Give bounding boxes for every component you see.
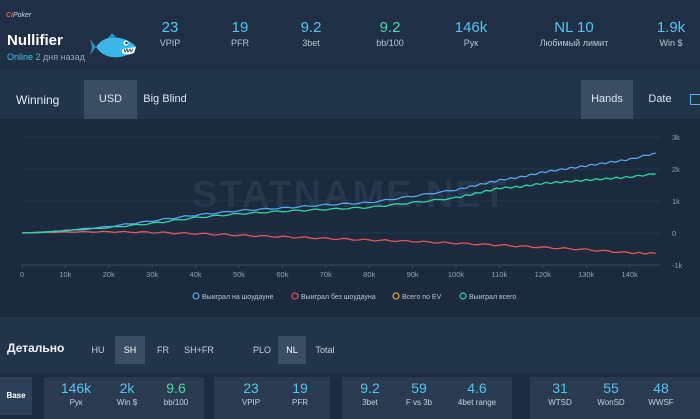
stat-card-3bet <box>342 377 512 419</box>
y-tick-label: 2k <box>672 165 680 174</box>
legend-marker[interactable] <box>291 292 299 300</box>
tab-sh[interactable]: SH <box>115 336 145 364</box>
chart-controls: Winning USD Big Blind Hands Date <box>0 80 700 119</box>
tab-fr[interactable]: FR <box>157 345 169 355</box>
x-tick-label: 100k <box>448 270 465 279</box>
series-line <box>21 152 656 234</box>
stat-card-showdown <box>530 377 700 419</box>
y-tick-label: 0 <box>672 229 676 238</box>
header-stat-hands: 146k Рук <box>454 19 488 48</box>
x-tick-label: 90k <box>407 270 419 279</box>
tab-usd[interactable]: USD <box>84 80 137 119</box>
online-label: Online <box>7 52 34 62</box>
header-stat-pfr: 19 PFR <box>231 19 249 48</box>
stat-card-results <box>44 377 204 419</box>
section-title: Winning <box>16 93 60 107</box>
bottom-stat-wwsf: 48 WWSF <box>648 380 674 407</box>
x-tick-label: 140k <box>621 270 638 279</box>
player-header: CiPoker Nullifier Online 2 дня назад 23 V… <box>0 0 700 70</box>
bottom-stat-wonsd: 55 WonSD <box>597 380 625 407</box>
tab-hands[interactable]: Hands <box>581 80 633 119</box>
fish-avatar-icon <box>90 33 136 58</box>
bottom-stat-hands: 146k Рук <box>60 380 92 407</box>
x-tick-label: 80k <box>363 270 375 279</box>
detail-title: Детально <box>7 341 65 355</box>
x-tick-label: 60k <box>276 270 288 279</box>
header-stat-3bet: 9.2 3bet <box>300 19 322 48</box>
tab-big-blind[interactable]: Big Blind <box>143 93 187 105</box>
header-stat-favorite-limit: NL 10 Любимый лимит <box>539 19 609 48</box>
header-stat-vpip: 23 VPIP <box>159 19 181 48</box>
bottom-stat-bb100: 9.6 bb/100 <box>163 380 189 407</box>
y-tick-label: 1k <box>672 197 680 206</box>
base-label: Base <box>0 377 32 415</box>
bottom-stat-fold-vs-3bet: 59 F vs 3b <box>405 380 433 407</box>
x-tick-label: 30k <box>146 270 158 279</box>
tab-hu[interactable]: HU <box>91 345 105 355</box>
bottom-stat-wtsd: 31 WTSD <box>548 380 572 407</box>
bottom-stat-vpip: 23 VPIP <box>241 380 261 407</box>
bottom-stat-win: 2k Win $ <box>116 380 138 407</box>
series-line <box>21 230 656 255</box>
legend-marker[interactable] <box>392 292 400 300</box>
header-stat-bb100: 9.2 bb/100 <box>376 19 404 48</box>
legend-label[interactable]: Выиграл на шоудауне <box>202 294 274 301</box>
legend-marker[interactable] <box>459 292 467 300</box>
x-tick-label: 0 <box>20 270 24 279</box>
chart-watermark: STATNAME.NET <box>192 174 508 216</box>
y-tick-label: -1k <box>672 261 683 270</box>
x-tick-label: 10k <box>59 270 71 279</box>
winnings-panel: Winning USD Big Blind Hands Date STATNAM… <box>0 80 700 317</box>
legend-label[interactable]: Выиграл всего <box>469 294 516 301</box>
bottom-stat-3bet: 9.2 3bet <box>360 380 380 407</box>
stat-card-preflop <box>214 377 330 419</box>
tab-nl[interactable]: NL <box>278 336 306 364</box>
tab-plo[interactable]: PLO <box>252 345 271 355</box>
bottom-stats: Base 146k Рук 2k Win $ 9.6 bb/100 23 VPIP 19… <box>0 374 700 419</box>
bottom-stat-4bet-range: 4.6 4bet range <box>457 380 497 407</box>
y-tick-label: 3k <box>672 133 680 142</box>
tab-sh-fr[interactable]: SH+FR <box>184 345 214 355</box>
x-tick-label: 50k <box>233 270 245 279</box>
player-name: Nullifier <box>7 32 63 49</box>
x-tick-label: 70k <box>320 270 332 279</box>
legend-marker[interactable] <box>192 292 200 300</box>
online-status: Online 2 дня назад <box>7 52 85 62</box>
expand-icon[interactable] <box>690 94 700 105</box>
winnings-chart: STATNAME.NET 3k 2k 1k 0 -1k 0 10k 20k 30k 40k 50k 6… <box>20 133 683 301</box>
x-tick-label: 130k <box>578 270 595 279</box>
x-tick-label: 40k <box>190 270 202 279</box>
x-tick-label: 20k <box>103 270 115 279</box>
legend-label[interactable]: Выиграл без шоудауна <box>301 293 376 301</box>
header-stat-win: 1.9k Win $ <box>656 19 686 48</box>
series-line <box>21 173 656 234</box>
bottom-stat-pfr: 19 PFR <box>292 380 308 407</box>
x-tick-label: 110k <box>492 270 508 279</box>
site-logo[interactable]: CiPoker <box>6 12 32 19</box>
legend-label[interactable]: Всего по EV <box>402 294 442 301</box>
tab-total[interactable]: Total <box>315 345 335 355</box>
tab-date[interactable]: Date <box>648 93 672 105</box>
last-seen: 2 дня назад <box>35 52 85 62</box>
x-tick-label: 120k <box>535 270 552 279</box>
detail-bar: Детально HU SH FR SH+FR PLO NL Total <box>0 332 700 366</box>
